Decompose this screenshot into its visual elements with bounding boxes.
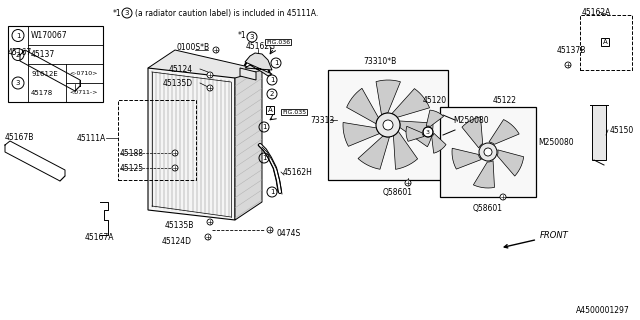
Polygon shape bbox=[392, 89, 429, 117]
Text: 2: 2 bbox=[270, 91, 274, 97]
Text: <0711->: <0711-> bbox=[69, 90, 97, 95]
Text: 45125: 45125 bbox=[120, 164, 144, 172]
Text: 3: 3 bbox=[250, 34, 254, 40]
Text: 45111A: 45111A bbox=[77, 133, 106, 142]
Circle shape bbox=[207, 72, 213, 78]
Text: A: A bbox=[268, 107, 273, 113]
Polygon shape bbox=[148, 50, 262, 88]
Text: M250080: M250080 bbox=[453, 116, 488, 124]
Text: 73310*B: 73310*B bbox=[363, 57, 396, 66]
Text: A: A bbox=[603, 39, 607, 45]
Text: 45120: 45120 bbox=[423, 95, 447, 105]
Text: 1: 1 bbox=[269, 77, 275, 83]
Polygon shape bbox=[347, 88, 378, 124]
Text: FIG.036: FIG.036 bbox=[266, 39, 290, 44]
Text: 45162G: 45162G bbox=[246, 42, 276, 51]
Polygon shape bbox=[376, 80, 401, 115]
Text: 45150: 45150 bbox=[610, 125, 634, 134]
Polygon shape bbox=[240, 68, 256, 80]
Polygon shape bbox=[394, 131, 418, 169]
Polygon shape bbox=[474, 161, 495, 188]
Text: 1: 1 bbox=[262, 124, 266, 130]
Polygon shape bbox=[358, 136, 390, 169]
Text: M250080: M250080 bbox=[538, 138, 573, 147]
Circle shape bbox=[423, 127, 433, 137]
Text: 45122: 45122 bbox=[493, 95, 517, 105]
Polygon shape bbox=[245, 53, 272, 76]
Text: 45162H: 45162H bbox=[283, 167, 313, 177]
Text: A4500001297: A4500001297 bbox=[576, 306, 630, 315]
Circle shape bbox=[205, 234, 211, 240]
Circle shape bbox=[500, 194, 506, 200]
Polygon shape bbox=[426, 110, 444, 126]
Text: 45167: 45167 bbox=[8, 47, 32, 57]
Polygon shape bbox=[148, 68, 235, 220]
Text: Q58601: Q58601 bbox=[473, 204, 503, 212]
Bar bbox=[328, 70, 448, 180]
Circle shape bbox=[267, 227, 273, 233]
Polygon shape bbox=[343, 123, 380, 146]
Polygon shape bbox=[452, 148, 481, 169]
Text: 3: 3 bbox=[125, 10, 129, 16]
Text: 0100S*B: 0100S*B bbox=[176, 43, 209, 52]
Text: 1: 1 bbox=[16, 33, 20, 38]
Text: 45135B: 45135B bbox=[164, 221, 194, 230]
Circle shape bbox=[207, 85, 213, 91]
Text: 45135D: 45135D bbox=[163, 78, 193, 87]
Text: 45124: 45124 bbox=[169, 65, 193, 74]
Text: 73313: 73313 bbox=[311, 116, 335, 124]
Text: 45137: 45137 bbox=[31, 50, 55, 59]
Polygon shape bbox=[462, 117, 483, 148]
Circle shape bbox=[484, 148, 492, 156]
Text: 45167A: 45167A bbox=[85, 234, 115, 243]
Text: 1: 1 bbox=[262, 155, 266, 161]
Polygon shape bbox=[497, 150, 524, 176]
Circle shape bbox=[479, 143, 497, 161]
Polygon shape bbox=[432, 133, 446, 153]
Circle shape bbox=[172, 150, 178, 156]
Text: 1: 1 bbox=[274, 60, 278, 66]
Circle shape bbox=[213, 47, 219, 53]
Circle shape bbox=[565, 62, 571, 68]
Text: 3: 3 bbox=[16, 80, 20, 86]
Polygon shape bbox=[399, 121, 433, 147]
Bar bbox=[118, 100, 196, 180]
Text: 45188: 45188 bbox=[120, 148, 144, 157]
Polygon shape bbox=[489, 120, 519, 144]
Text: FIG.035: FIG.035 bbox=[282, 109, 306, 115]
Text: FRONT: FRONT bbox=[504, 231, 569, 248]
Text: 2: 2 bbox=[16, 52, 20, 58]
Text: 0474S: 0474S bbox=[276, 229, 300, 238]
Circle shape bbox=[207, 219, 213, 225]
Circle shape bbox=[383, 120, 393, 130]
Bar bbox=[592, 105, 606, 160]
Bar bbox=[440, 107, 536, 197]
Circle shape bbox=[172, 165, 178, 171]
Text: 1: 1 bbox=[269, 189, 275, 195]
Text: 45137B: 45137B bbox=[557, 45, 586, 54]
Text: *1: *1 bbox=[113, 9, 122, 18]
Text: 3: 3 bbox=[426, 130, 430, 134]
Text: Q58601: Q58601 bbox=[383, 188, 413, 197]
Text: 45178: 45178 bbox=[31, 90, 53, 95]
Text: *1: *1 bbox=[238, 30, 246, 39]
Bar bbox=[8, 26, 103, 102]
Text: W170067: W170067 bbox=[31, 31, 68, 40]
Circle shape bbox=[405, 180, 411, 186]
Text: 45162A: 45162A bbox=[582, 7, 611, 17]
Text: (a radiator caution label) is included in 45111A.: (a radiator caution label) is included i… bbox=[135, 9, 318, 18]
Text: 45167B: 45167B bbox=[5, 132, 35, 141]
Circle shape bbox=[376, 113, 400, 137]
Polygon shape bbox=[406, 126, 424, 141]
Text: 91612E: 91612E bbox=[31, 70, 58, 76]
Text: <-0710>: <-0710> bbox=[69, 71, 97, 76]
Polygon shape bbox=[235, 70, 262, 220]
Bar bbox=[580, 15, 632, 70]
Text: 45124D: 45124D bbox=[162, 236, 192, 245]
